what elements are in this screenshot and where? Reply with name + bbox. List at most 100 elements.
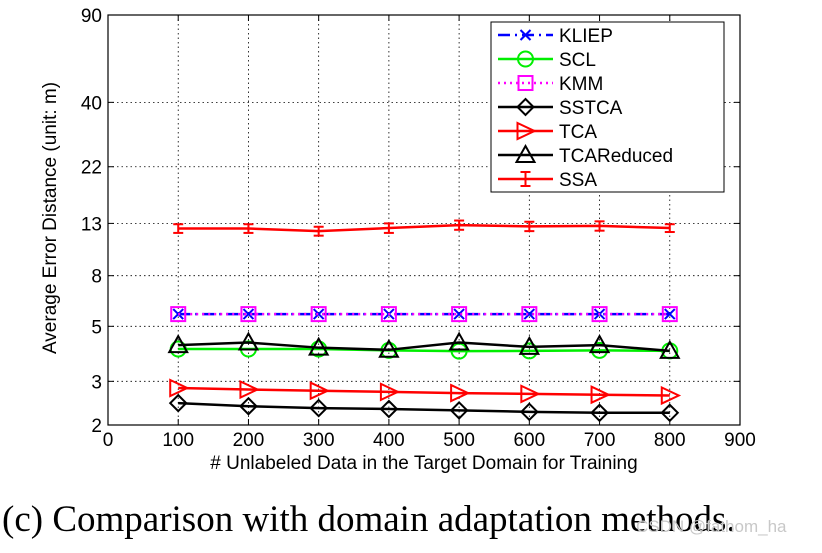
data-point: [664, 223, 675, 234]
legend: KLIEP SCL KMM SSTCA TCA TCAReduced SSA: [490, 21, 725, 193]
y-tick-label: 5: [91, 317, 102, 338]
axes: 0 100 200 300 400 500 600 700 800 900 2 3 5 8 13 22 40 90: [81, 6, 756, 451]
series-line: [178, 401, 670, 415]
data-point: [661, 306, 678, 323]
series-line: [178, 341, 670, 353]
data-point: [454, 219, 465, 231]
series-kmm: [170, 306, 678, 323]
data-point: [521, 306, 538, 323]
legend-label: TCAReduced: [559, 146, 673, 167]
data-point: [520, 384, 541, 404]
data-point: [448, 331, 470, 351]
y-tick-label: 3: [91, 372, 102, 393]
data-point: [168, 393, 188, 413]
series-line: [178, 223, 670, 233]
x-tick-label: 0: [103, 430, 114, 451]
legend-item-scl: SCL: [498, 50, 596, 71]
data-point: [167, 334, 189, 354]
legend-label: KLIEP: [559, 26, 613, 47]
data-point: [659, 339, 681, 359]
data-point: [588, 334, 611, 354]
data-point: [383, 222, 394, 234]
y-tick-label: 90: [81, 6, 102, 27]
x-tick-label: 900: [724, 430, 756, 451]
data-point: [173, 223, 184, 234]
legend-item-ssa: SSA: [498, 170, 597, 191]
legend-item-sstca: SSTCA: [498, 97, 623, 119]
data-point: [519, 402, 539, 422]
data-point: [660, 403, 680, 423]
data-point: [524, 220, 535, 233]
data-point: [453, 308, 465, 320]
data-point: [237, 331, 260, 351]
y-tick-label: 13: [81, 214, 102, 235]
x-tick-label: 100: [162, 430, 194, 451]
data-point: [523, 308, 536, 320]
series-line: [178, 347, 670, 353]
legend-label: TCA: [559, 122, 597, 143]
y-axis-label: Average Error Distance (unit: m): [40, 82, 61, 354]
legend-label: KMM: [559, 74, 603, 95]
series-tca: [169, 378, 682, 406]
legend-marker: [516, 97, 535, 117]
x-tick-label: 700: [584, 430, 616, 451]
data-point: [309, 398, 329, 418]
data-point: [243, 223, 254, 234]
legend-marker: [520, 171, 531, 187]
y-tick-label: 22: [81, 158, 102, 179]
legend-label: SSTCA: [559, 98, 623, 119]
data-point: [660, 385, 682, 406]
legend-marker: [517, 50, 534, 68]
data-point: [664, 308, 676, 320]
data-point: [240, 306, 257, 323]
series-line: [178, 386, 670, 397]
y-tick-label: 8: [91, 267, 102, 288]
data-point: [378, 338, 400, 358]
legend-marker: [516, 121, 537, 141]
data-point: [242, 308, 255, 320]
x-tick-label: 600: [513, 430, 545, 451]
legend-marker: [517, 75, 534, 91]
y-tick-label: 2: [91, 416, 102, 437]
plot-frame: [107, 14, 741, 426]
series-ssa: [173, 219, 675, 237]
x-tick-label: 500: [443, 430, 475, 451]
data-point: [310, 306, 327, 323]
data-point: [379, 382, 401, 402]
legend-item-kmm: KMM: [498, 74, 603, 95]
y-tick-label: 40: [81, 93, 102, 114]
series-group: [167, 219, 682, 423]
x-tick-label: 800: [654, 430, 686, 451]
legend-marker: [514, 143, 537, 163]
data-point: [309, 381, 331, 401]
data-point: [590, 403, 609, 423]
data-point: [313, 225, 324, 237]
data-point: [449, 401, 469, 420]
data-point: [239, 396, 258, 416]
chart: 0 100 200 300 400 500 600 700 800 900 2 3 5 8 13 22 40 90…: [40, 6, 756, 474]
data-point: [591, 306, 608, 323]
data-point: [450, 383, 471, 403]
x-tick-label: 400: [373, 430, 405, 451]
series-sstca: [168, 393, 680, 423]
data-point: [518, 335, 541, 355]
data-point: [307, 336, 330, 356]
legend-label: SCL: [559, 50, 596, 71]
data-point: [169, 378, 190, 398]
figure-caption: (c) Comparison with domain adaptation me…: [2, 499, 736, 540]
data-point: [312, 308, 325, 320]
legend-marker: [519, 29, 532, 41]
x-tick-label: 300: [303, 430, 335, 451]
data-point: [594, 220, 605, 232]
legend-label: SSA: [559, 170, 597, 191]
legend-item-kliep: KLIEP: [498, 26, 613, 47]
data-point: [379, 399, 399, 419]
legend-item-tcareduced: TCAReduced: [498, 143, 673, 167]
data-point: [239, 379, 260, 400]
x-tick-label: 200: [233, 430, 265, 451]
data-point: [451, 306, 468, 323]
data-point: [590, 385, 611, 405]
legend-item-tca: TCA: [498, 121, 597, 143]
x-axis-label: # Unlabeled Data in the Target Domain fo…: [210, 453, 637, 474]
data-point: [170, 306, 187, 323]
